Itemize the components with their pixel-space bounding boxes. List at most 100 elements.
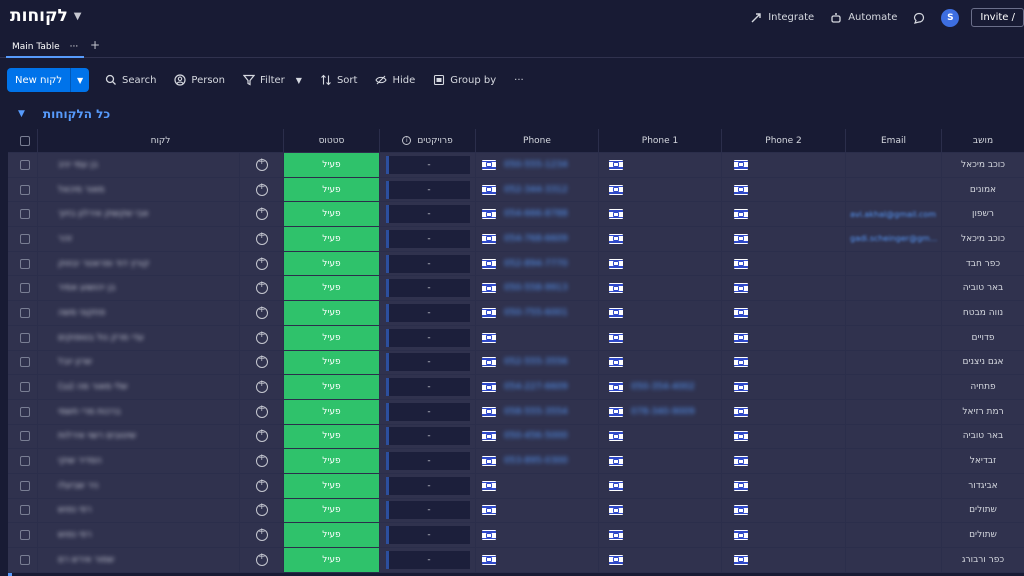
status-cell[interactable]: פעיל — [284, 449, 380, 473]
table-row[interactable]: פחקוני משה פעיל - 050-755-6001 נווה מבטח — [8, 301, 1024, 326]
row-checkbox[interactable] — [19, 332, 30, 343]
table-row[interactable]: מאור מיכאל פעיל - 052-344-3312 אמונים — [8, 177, 1024, 203]
israel-flag-icon[interactable] — [734, 530, 748, 541]
phone1-cell[interactable] — [599, 424, 722, 449]
phone-cell[interactable]: 054-768-6609 — [476, 227, 599, 251]
client-name[interactable]: רפי נפוש — [58, 505, 92, 516]
table-row[interactable]: שמור אירש רם פעיל - כפר ורבורג — [8, 548, 1024, 573]
phone-cell[interactable]: 052-894-7770 — [476, 251, 599, 276]
phone-value[interactable]: 050-558-9913 — [504, 283, 568, 294]
israel-flag-icon[interactable] — [482, 357, 496, 368]
status-cell[interactable]: פעיל — [284, 227, 380, 251]
column-header-status[interactable]: סטטוס — [284, 129, 380, 152]
conversation-cell[interactable] — [240, 424, 284, 449]
israel-flag-icon[interactable] — [609, 307, 623, 318]
city-cell[interactable]: שתולים — [942, 523, 1024, 547]
row-select-cell[interactable] — [12, 498, 38, 523]
phone2-cell[interactable] — [722, 473, 846, 498]
projects-value[interactable]: - — [385, 254, 470, 273]
sort-button[interactable]: Sort — [320, 74, 357, 86]
phone-value[interactable]: 054-768-6609 — [504, 233, 568, 244]
add-update-icon[interactable] — [255, 256, 268, 270]
column-header-name[interactable]: לקוח — [38, 129, 284, 152]
table-row[interactable]: עדי מרק נול בטופוקים פעיל - פדויים — [8, 325, 1024, 351]
name-cell[interactable]: ניר שביעלו — [38, 473, 240, 498]
row-select-cell[interactable] — [12, 202, 38, 227]
row-checkbox[interactable] — [19, 505, 30, 516]
projects-value[interactable]: - — [385, 180, 470, 199]
israel-flag-icon[interactable] — [609, 382, 623, 393]
projects-value[interactable]: - — [385, 378, 470, 397]
client-name[interactable]: עדי מרק נול בטופוקים — [58, 332, 144, 343]
client-name[interactable]: פחקוני משה — [58, 307, 106, 318]
row-checkbox[interactable] — [19, 307, 30, 318]
add-update-icon[interactable] — [255, 280, 268, 295]
phone1-cell[interactable] — [599, 523, 722, 547]
phone-cell[interactable]: 052-344-3312 — [476, 177, 599, 202]
status-cell[interactable]: פעיל — [284, 375, 380, 399]
email-cell[interactable] — [846, 276, 942, 301]
phone1-cell[interactable] — [599, 276, 722, 301]
phone-value[interactable]: 050-456-5000 — [504, 431, 568, 442]
israel-flag-icon[interactable] — [482, 382, 496, 393]
projects-cell[interactable]: - — [380, 375, 476, 399]
israel-flag-icon[interactable] — [482, 530, 496, 541]
projects-value[interactable]: - — [385, 279, 470, 298]
phone-value[interactable]: 050-755-6001 — [504, 307, 568, 318]
row-checkbox[interactable] — [19, 456, 30, 467]
israel-flag-icon[interactable] — [734, 332, 748, 343]
phone1-cell[interactable] — [599, 548, 722, 572]
email-cell[interactable] — [846, 449, 942, 473]
israel-flag-icon[interactable] — [734, 382, 748, 393]
phone2-cell[interactable] — [722, 375, 846, 399]
row-checkbox[interactable] — [19, 233, 30, 244]
row-select-cell[interactable] — [12, 375, 38, 399]
phone-value[interactable]: 052-894-7770 — [504, 258, 568, 269]
israel-flag-icon[interactable] — [609, 357, 623, 368]
phone-cell[interactable] — [476, 548, 599, 572]
row-checkbox[interactable] — [19, 159, 30, 170]
row-checkbox[interactable] — [19, 530, 30, 541]
israel-flag-icon[interactable] — [609, 505, 623, 516]
email-cell[interactable] — [846, 301, 942, 325]
client-name[interactable]: שמור אירש רם — [58, 554, 115, 565]
chevron-down-icon[interactable]: ▼ — [76, 75, 84, 85]
chevron-down-icon[interactable]: ▼ — [73, 10, 82, 22]
status-cell[interactable]: פעיל — [284, 424, 380, 449]
column-header-phone[interactable]: Phone — [476, 129, 599, 152]
projects-cell[interactable]: - — [380, 227, 476, 251]
projects-cell[interactable]: - — [380, 548, 476, 572]
city-value[interactable]: רשפון — [972, 209, 994, 220]
phone-cell[interactable]: 053-895-0300 — [476, 449, 599, 473]
conversation-cell[interactable] — [240, 202, 284, 227]
client-name[interactable]: בן עמי יניב — [58, 159, 98, 170]
row-checkbox[interactable] — [19, 406, 30, 417]
phone1-cell[interactable]: 050-354-4002 — [599, 375, 722, 399]
table-row[interactable]: קורץ דוד ופראטר יבוזוק פעיל - 052-894-77… — [8, 251, 1024, 277]
israel-flag-icon[interactable] — [734, 159, 748, 170]
name-cell[interactable]: בן עמי יניב — [38, 153, 240, 177]
city-cell[interactable]: כוכב מיכאל — [942, 227, 1024, 251]
name-cell[interactable]: רפי נפוש — [38, 498, 240, 523]
phone1-value[interactable]: 078-340-9009 — [631, 406, 695, 417]
projects-cell[interactable]: - — [380, 399, 476, 424]
select-all-cell[interactable] — [12, 129, 38, 152]
group-by-button[interactable]: Group by — [433, 74, 496, 86]
phone2-cell[interactable] — [722, 350, 846, 375]
conversation-cell[interactable] — [240, 498, 284, 523]
phone-cell[interactable] — [476, 498, 599, 523]
israel-flag-icon[interactable] — [734, 258, 748, 269]
city-value[interactable]: אמונים — [969, 184, 997, 195]
israel-flag-icon[interactable] — [609, 332, 623, 343]
invite-button[interactable]: Invite / — [971, 8, 1024, 27]
table-row[interactable]: זהר פעיל - 054-768-6609 gadi.scheinger@g… — [8, 227, 1024, 252]
status-cell[interactable]: פעיל — [284, 325, 380, 350]
phone-value[interactable]: 058-555-3554 — [504, 406, 568, 417]
phone1-cell[interactable] — [599, 350, 722, 375]
name-cell[interactable]: שיטובים רשוי אירלות — [38, 424, 240, 449]
city-cell[interactable]: פדויים — [942, 326, 1024, 350]
israel-flag-icon[interactable] — [482, 258, 496, 269]
conversation-cell[interactable] — [240, 375, 284, 399]
row-checkbox[interactable] — [19, 184, 30, 195]
projects-cell[interactable]: - — [380, 301, 476, 325]
